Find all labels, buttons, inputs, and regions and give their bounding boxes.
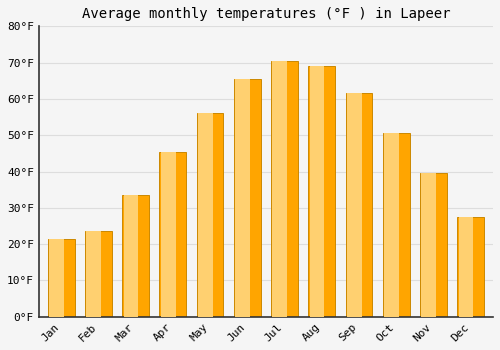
Bar: [272, 61, 287, 317]
Bar: [196, 113, 224, 317]
Bar: [271, 61, 298, 317]
Bar: [346, 93, 372, 317]
Bar: [310, 66, 324, 317]
Bar: [160, 152, 186, 317]
Bar: [86, 231, 101, 317]
Bar: [124, 195, 138, 317]
Bar: [383, 133, 409, 317]
Bar: [48, 239, 74, 317]
Bar: [458, 217, 473, 317]
Bar: [384, 133, 399, 317]
Bar: [420, 173, 447, 317]
Bar: [236, 79, 250, 317]
Bar: [49, 239, 64, 317]
Bar: [347, 93, 362, 317]
Title: Average monthly temperatures (°F ) in Lapeer: Average monthly temperatures (°F ) in La…: [82, 7, 450, 21]
Bar: [161, 152, 176, 317]
Bar: [234, 79, 260, 317]
Bar: [198, 113, 213, 317]
Bar: [122, 195, 149, 317]
Bar: [422, 173, 436, 317]
Bar: [458, 217, 484, 317]
Bar: [85, 231, 112, 317]
Bar: [308, 66, 335, 317]
